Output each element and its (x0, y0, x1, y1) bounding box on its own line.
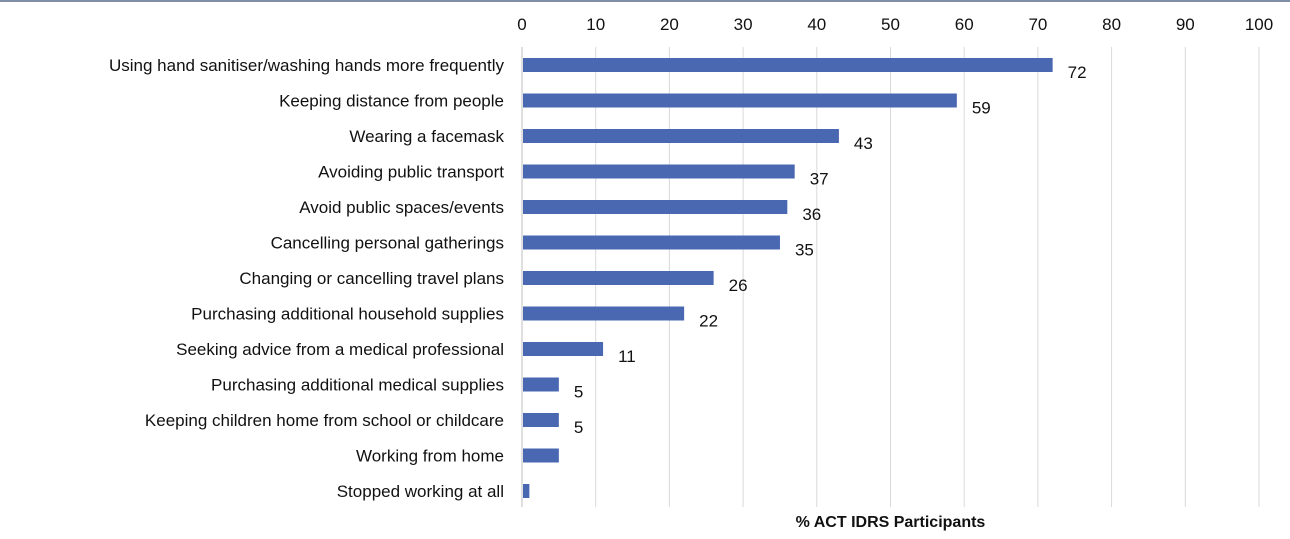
x-tick-label: 80 (1102, 15, 1121, 34)
x-tick-label: 90 (1176, 15, 1195, 34)
data-label: 5 (574, 383, 583, 402)
category-label: Purchasing additional medical supplies (211, 376, 504, 395)
data-labels: 72 59 43 37 36 35 26 22 11 5 5 (574, 63, 1087, 437)
x-tick-label: 50 (881, 15, 900, 34)
x-tick-label: 100 (1245, 15, 1273, 34)
x-tick-label: 30 (734, 15, 753, 34)
category-label: Stopped working at all (337, 482, 504, 501)
x-tick-label: 70 (1028, 15, 1047, 34)
category-label: Avoid public spaces/events (299, 198, 504, 217)
category-label: Purchasing additional household supplies (191, 305, 504, 324)
bar (523, 342, 604, 356)
category-label: Changing or cancelling travel plans (239, 269, 504, 288)
bar (523, 484, 530, 498)
category-label: Wearing a facemask (349, 127, 504, 146)
top-border (0, 0, 1290, 2)
category-label: Keeping distance from people (279, 92, 504, 111)
bar (523, 271, 714, 285)
gridlines (521, 47, 1260, 507)
data-label: 11 (618, 347, 636, 366)
bar (523, 448, 559, 463)
data-label: 26 (729, 276, 748, 295)
x-tick-label: 0 (517, 15, 526, 34)
category-label: Using hand sanitiser/washing hands more … (109, 56, 505, 75)
x-tick-label: 20 (660, 15, 679, 34)
category-labels: Using hand sanitiser/washing hands more … (109, 56, 505, 501)
category-label: Keeping children home from school or chi… (145, 411, 504, 430)
data-label: 37 (810, 170, 829, 189)
category-label: Avoiding public transport (318, 163, 504, 182)
data-label: 22 (699, 312, 718, 331)
bar (523, 200, 788, 214)
category-label: Seeking advice from a medical profession… (176, 340, 504, 359)
data-label: 5 (574, 418, 583, 437)
bar (523, 306, 685, 321)
x-tick-label: 40 (807, 15, 826, 34)
category-label: Cancelling personal gatherings (271, 234, 504, 253)
x-tick-label: 10 (586, 15, 605, 34)
x-axis-title: % ACT IDRS Participants (796, 514, 986, 531)
data-label: 59 (972, 99, 991, 118)
x-tick-labels: 0 10 20 30 40 50 60 70 80 90 100 (517, 15, 1273, 34)
data-label: 72 (1068, 63, 1087, 82)
bar (523, 129, 839, 143)
category-label: Working from home (356, 447, 504, 466)
bar (523, 164, 795, 179)
bar (523, 377, 559, 392)
bars (523, 58, 1053, 498)
bar (523, 413, 559, 427)
bar (523, 235, 780, 250)
data-label: 35 (795, 241, 814, 260)
bar (523, 58, 1053, 72)
data-label: 36 (802, 205, 821, 224)
bar (523, 93, 957, 108)
x-tick-label: 60 (955, 15, 974, 34)
data-label: 43 (854, 134, 873, 153)
